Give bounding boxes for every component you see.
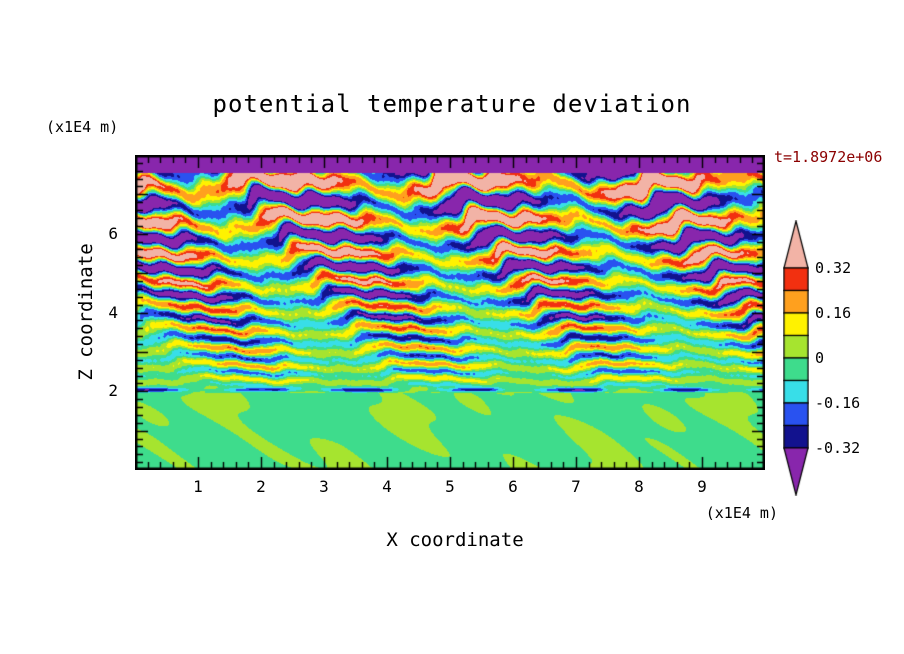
colorbar-label-0.16: 0.16 [815, 304, 852, 322]
x-tick-label-6: 6 [508, 477, 518, 496]
x-tick-label-8: 8 [634, 477, 644, 496]
x-axis-title: X coordinate [386, 529, 524, 551]
colorbar [783, 220, 809, 496]
time-annotation: t=1.8972e+06 [774, 148, 883, 166]
x-tick-label-1: 1 [193, 477, 203, 496]
colorbar-label--0.16: -0.16 [815, 394, 861, 412]
y-axis-unit: (x1E4 m) [46, 118, 119, 136]
x-tick-label-3: 3 [319, 477, 329, 496]
x-tick-label-9: 9 [697, 477, 707, 496]
y-tick-label-4: 4 [108, 302, 118, 322]
chart-title: potential temperature deviation [212, 90, 692, 118]
x-tick-label-2: 2 [256, 477, 266, 496]
x-tick-label-4: 4 [382, 477, 392, 496]
y-tick-label-2: 2 [108, 381, 118, 401]
x-tick-label-5: 5 [445, 477, 455, 496]
y-tick-label-6: 6 [108, 223, 118, 243]
x-axis-unit: (x1E4 m) [705, 504, 778, 522]
x-tick-label-7: 7 [571, 477, 581, 496]
colorbar-label-0.32: 0.32 [815, 259, 852, 277]
colorbar-label-0: 0 [815, 349, 825, 367]
contour-field-canvas [135, 155, 765, 470]
colorbar-label--0.32: -0.32 [815, 439, 861, 457]
